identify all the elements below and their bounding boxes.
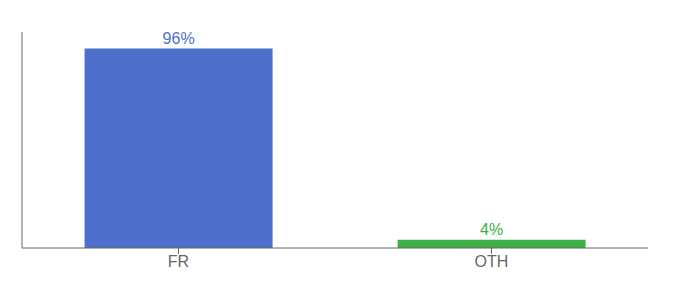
svg-text:4%: 4% (480, 221, 503, 238)
svg-text:FR: FR (168, 253, 189, 270)
svg-text:OTH: OTH (475, 253, 509, 270)
svg-text:96%: 96% (163, 30, 195, 47)
